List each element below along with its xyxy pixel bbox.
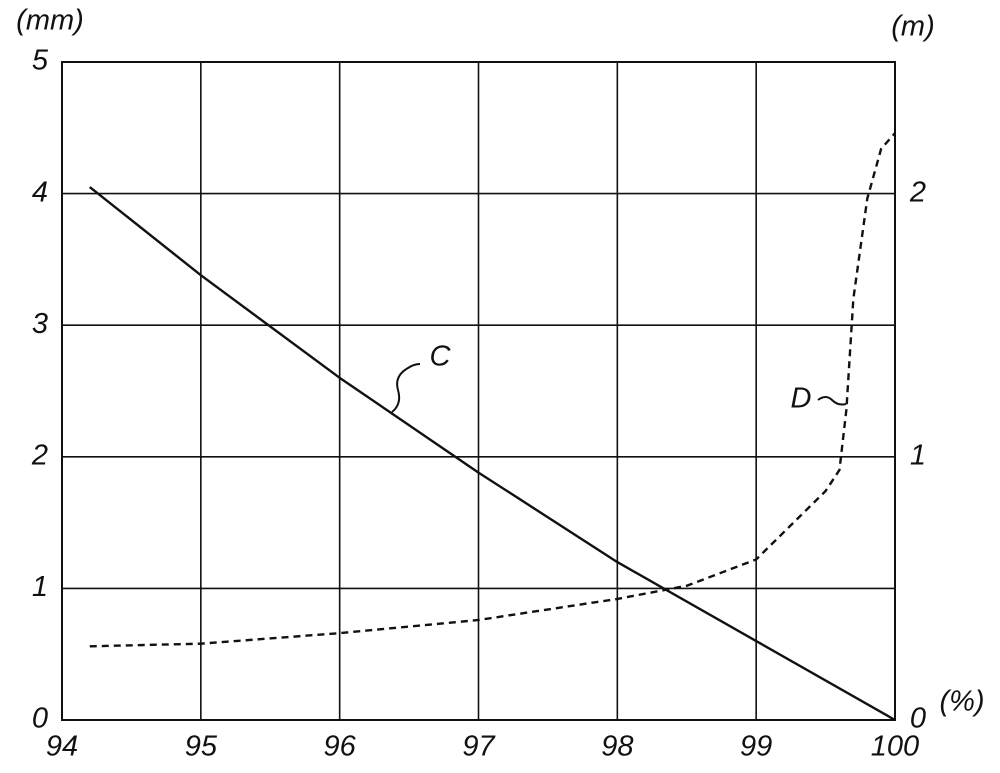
x-tick-label: 95: [185, 731, 218, 763]
x-tick-label: 99: [740, 731, 772, 763]
x-tick-label: 97: [462, 731, 496, 763]
y-tick-label: 4: [32, 176, 48, 208]
annotation-d: D: [791, 383, 812, 415]
y2-tick-label: 2: [909, 176, 926, 208]
y-tick-label: 0: [32, 703, 48, 735]
x-axis-label: (%): [939, 686, 984, 718]
x-tick-label: 100: [871, 731, 919, 763]
x-tick-label: 96: [324, 731, 357, 763]
y-tick-label: 5: [32, 45, 49, 77]
y2-tick-label: 0: [910, 703, 926, 735]
y2-axis-label: (m): [891, 11, 934, 43]
x-tick-label: 98: [601, 731, 633, 763]
y-tick-label: 1: [32, 571, 48, 603]
leader-d: [817, 396, 847, 406]
y-tick-label: 2: [31, 439, 48, 471]
series-line: [89, 132, 896, 648]
annotation-c: C: [430, 341, 452, 373]
series-line: [89, 186, 896, 722]
leader-c: [391, 363, 421, 413]
x-tick-label: 94: [46, 731, 78, 763]
y-tick-label: 3: [32, 308, 48, 340]
y-axis-label: (mm): [16, 5, 84, 37]
y2-tick-label: 1: [910, 439, 926, 471]
